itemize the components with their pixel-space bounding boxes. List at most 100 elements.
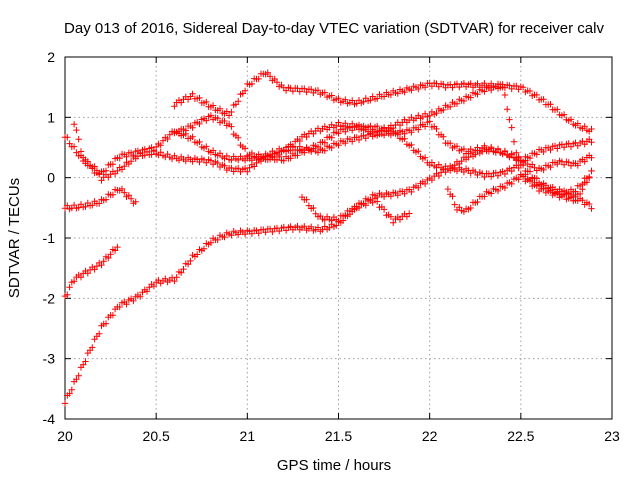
data-point <box>253 159 260 167</box>
data-point <box>560 191 568 199</box>
data-point <box>421 180 429 188</box>
data-point <box>209 102 217 109</box>
data-point <box>574 120 581 127</box>
data-point <box>447 103 454 110</box>
data-point <box>440 81 447 88</box>
data-point <box>121 189 128 196</box>
data-point <box>89 344 96 351</box>
data-point <box>301 223 308 230</box>
data-point <box>82 358 89 365</box>
data-point <box>588 125 595 133</box>
chart-title: Day 013 of 2016, Sidereal Day-to-day VTE… <box>64 20 604 37</box>
data-point <box>77 274 85 281</box>
data-point <box>321 89 328 96</box>
data-point <box>70 278 78 285</box>
data-point <box>109 191 117 198</box>
x-tick-label: 20 <box>57 428 73 444</box>
data-point <box>572 197 579 204</box>
y-tick-label: -1 <box>43 230 56 246</box>
data-point <box>481 80 488 87</box>
data-point <box>547 146 554 154</box>
data-point <box>260 154 267 161</box>
data-point <box>383 128 390 135</box>
data-point <box>328 144 335 152</box>
data-point <box>182 130 189 138</box>
data-point <box>64 202 71 209</box>
data-point <box>508 150 515 157</box>
data-point <box>166 131 173 138</box>
data-point <box>266 73 274 80</box>
data-point <box>376 130 383 138</box>
data-point <box>540 166 547 174</box>
data-point <box>588 205 595 212</box>
data-point <box>75 372 82 379</box>
data-point <box>560 111 568 118</box>
data-point <box>526 154 534 162</box>
data-point <box>515 176 522 183</box>
data-point <box>526 178 534 185</box>
data-point <box>241 145 249 152</box>
data-point <box>554 190 561 197</box>
x-tick-label: 21 <box>240 428 256 444</box>
data-point <box>301 85 308 92</box>
data-point <box>273 79 281 86</box>
data-point <box>102 320 110 327</box>
data-point <box>360 98 367 105</box>
data-point <box>481 88 488 95</box>
data-point <box>209 147 217 154</box>
data-point <box>70 121 78 128</box>
data-point <box>241 157 249 164</box>
data-point <box>255 230 262 237</box>
data-point <box>303 133 310 141</box>
data-point <box>235 98 242 105</box>
data-point <box>488 173 495 180</box>
data-point <box>515 164 522 172</box>
data-point <box>189 133 196 140</box>
data-point <box>380 132 388 139</box>
data-point <box>547 187 554 194</box>
data-point <box>241 87 249 94</box>
data-point <box>271 75 278 83</box>
data-point <box>508 180 515 188</box>
grid-lines <box>65 57 612 419</box>
data-point <box>349 120 356 127</box>
data-point <box>390 219 397 226</box>
data-point <box>121 163 128 170</box>
data-point <box>586 174 593 182</box>
data-point <box>481 173 488 181</box>
data-point <box>125 192 132 199</box>
data-point <box>189 158 196 165</box>
data-point <box>355 121 363 129</box>
y-tick-label: -2 <box>43 290 56 306</box>
data-point <box>362 202 369 209</box>
data-point <box>66 390 73 397</box>
data-point <box>310 204 317 212</box>
series-s4 <box>70 81 595 184</box>
data-point <box>328 92 335 99</box>
data-point <box>433 125 440 133</box>
data-point <box>488 80 495 87</box>
data-point <box>314 224 322 231</box>
data-point <box>467 80 474 87</box>
data-point <box>415 148 422 155</box>
data-point <box>214 236 221 244</box>
data-point <box>82 203 89 210</box>
data-point <box>440 106 447 114</box>
data-point <box>207 239 215 246</box>
data-point <box>203 117 210 124</box>
data-point <box>374 95 381 102</box>
data-point <box>321 147 328 154</box>
data-point <box>586 200 593 208</box>
data-point <box>494 80 502 88</box>
data-point <box>481 142 488 149</box>
data-point <box>504 106 511 113</box>
data-point <box>374 198 381 205</box>
data-point <box>143 288 151 295</box>
data-point <box>554 106 561 113</box>
data-point <box>214 159 221 167</box>
data-point <box>435 172 442 180</box>
y-tick-label: -3 <box>43 351 56 367</box>
data-point <box>488 143 495 151</box>
data-point <box>349 97 356 104</box>
data-point <box>467 204 474 212</box>
